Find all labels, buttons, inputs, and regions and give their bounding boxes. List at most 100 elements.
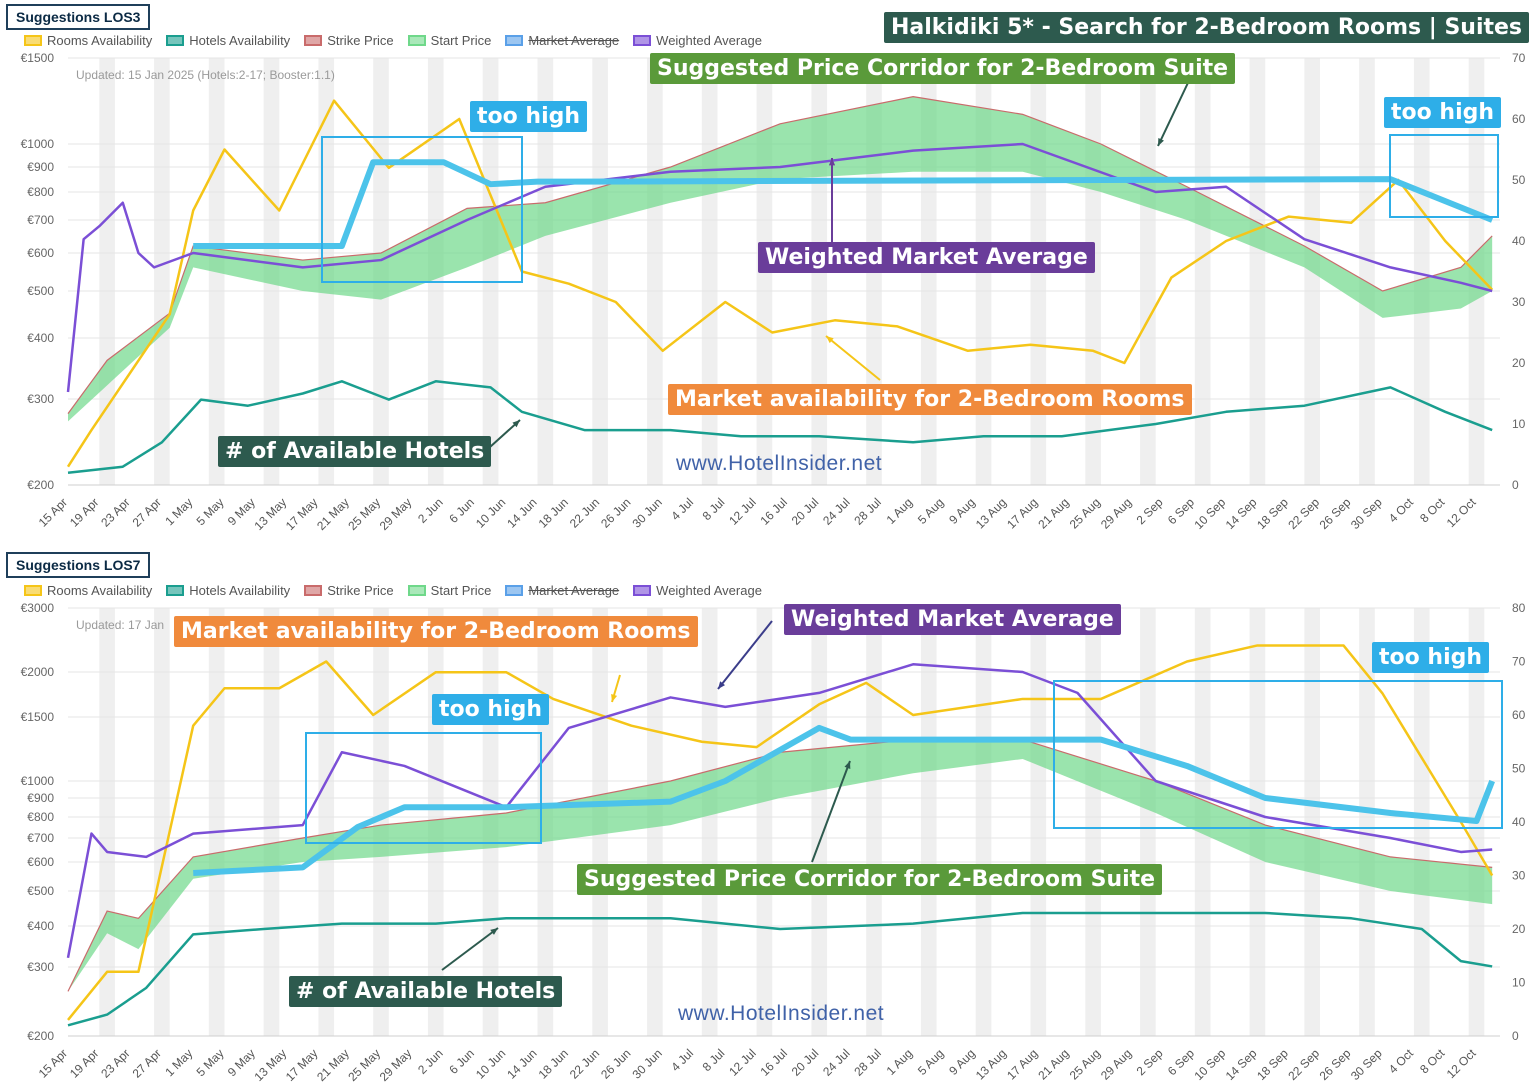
x-tick-label: 19 Apr	[67, 495, 101, 529]
callout-arrowhead	[611, 694, 618, 702]
legend-label: Rooms Availability	[47, 33, 153, 48]
x-tick-label: 30 Sep	[1348, 1046, 1385, 1083]
x-tick-label: 21 May	[314, 1046, 352, 1084]
legend-swatch	[407, 585, 426, 596]
x-tick-label: 25 May	[345, 1046, 383, 1084]
weekend-band	[866, 608, 882, 1036]
legend-item[interactable]: Strike Price	[304, 33, 394, 48]
legend-label: Weighted Average	[656, 33, 762, 48]
callout-weighted-market-los7: Weighted Market Average	[784, 604, 1121, 635]
legend-label: Market Average	[528, 583, 620, 598]
legend-item[interactable]: Weighted Average	[633, 583, 762, 598]
callout-too-high-los7-a: too high	[432, 694, 550, 725]
y-right-tick-label: 40	[1512, 234, 1526, 248]
y-right-tick-label: 20	[1512, 922, 1526, 936]
y-right-tick-label: 30	[1512, 295, 1526, 309]
weekend-band	[537, 58, 554, 485]
legend-item[interactable]: Strike Price	[304, 583, 394, 598]
legend-label: Start Price	[430, 583, 492, 598]
weekend-band	[811, 608, 828, 1036]
x-tick-label: 10 Sep	[1191, 1046, 1228, 1083]
weighted-average-line	[66, 142, 1493, 393]
legend-label: Rooms Availability	[47, 583, 153, 598]
callout-market-availability-los7: Market availability for 2-Bedroom Rooms	[174, 616, 698, 647]
chart-panel-los3: €1500 €1000 €900 €800 €700 €600 €500 €400 €300 €2…	[0, 0, 1531, 545]
legend-label: Start Price	[430, 33, 492, 48]
x-tick-label: 13 May	[251, 1046, 289, 1084]
x-tick-label: 4 Jul	[668, 1046, 696, 1074]
x-tick-label: 10 Jun	[473, 495, 508, 530]
legend-swatch	[633, 585, 652, 596]
x-tick-label: 22 Sep	[1285, 1046, 1322, 1083]
callout-arrow	[441, 927, 499, 971]
too-high-frame	[1389, 134, 1499, 218]
legend-swatch	[304, 35, 323, 46]
legend-item[interactable]: Start Price	[407, 33, 492, 48]
y-right-tick-label: 50	[1512, 173, 1526, 187]
x-tick-label: 19 Apr	[67, 1046, 101, 1080]
callout-too-high-los7-b: too high	[1372, 642, 1490, 673]
legend-item[interactable]: Hotels Availability	[166, 33, 290, 48]
y-right-tick-label: 60	[1512, 708, 1526, 722]
callout-arrowhead	[844, 761, 851, 769]
x-tick-label: 18 Sep	[1254, 495, 1291, 532]
x-tick-label: 12 Jul	[726, 495, 759, 528]
weekend-band	[920, 608, 937, 1036]
legend-item[interactable]: Hotels Availability	[166, 583, 290, 598]
x-tick-label: 10 Jun	[473, 1046, 508, 1081]
weighted-average-line	[66, 663, 1493, 959]
y-left-tick-label: €900	[27, 160, 54, 174]
suggested-price-line	[193, 724, 1495, 876]
callout-too-high-los3-a: too high	[470, 101, 588, 132]
x-tick-label: 1 May	[162, 495, 195, 528]
legend-item[interactable]: Start Price	[407, 583, 492, 598]
legend-item[interactable]: Rooms Availability	[24, 583, 152, 598]
x-tick-label: 8 Jul	[700, 495, 728, 523]
legend-item[interactable]: Weighted Average	[633, 33, 762, 48]
x-tick-label: 23 Apr	[98, 495, 132, 529]
x-tick-label: 24 Jul	[820, 1046, 853, 1079]
legend-item[interactable]: Rooms Availability	[24, 33, 152, 48]
x-tick-label: 29 May	[377, 1046, 415, 1084]
x-tick-label: 26 Sep	[1317, 495, 1354, 532]
y-right-tick-label: 20	[1512, 356, 1526, 370]
x-tick-label: 1 Aug	[884, 495, 916, 527]
legend-item[interactable]: Market Average	[505, 583, 619, 598]
weekend-band	[975, 608, 992, 1036]
x-tick-label: 1 Aug	[884, 1046, 916, 1078]
weekend-band	[1359, 608, 1375, 1036]
watermark-los3: www.HotelInsider.net	[676, 452, 883, 475]
callout-arrowhead	[512, 420, 520, 428]
y-right-tick-label: 70	[1512, 655, 1526, 669]
callout-arrowhead	[826, 336, 834, 344]
weekend-band	[1140, 608, 1156, 1036]
y-left-tick-label: €500	[27, 284, 54, 298]
x-tick-label: 29 May	[377, 495, 415, 533]
x-tick-label: 25 Aug	[1067, 1046, 1103, 1082]
y-left-tick-label: €600	[27, 246, 54, 260]
x-tick-label: 20 Jul	[789, 1046, 822, 1079]
x-tick-label: 8 Jul	[700, 1046, 728, 1074]
y-right-tick-label: 30	[1512, 869, 1526, 883]
x-tick-label: 12 Oct	[1444, 495, 1479, 530]
y-left-tick-label: €3000	[21, 601, 55, 615]
x-tick-label: 15 Apr	[36, 1046, 70, 1080]
y-left-tick-label: €2000	[21, 665, 55, 679]
weekend-band	[99, 58, 115, 485]
x-tick-label: 13 Aug	[973, 495, 1009, 531]
callout-arrowhead	[718, 681, 726, 689]
callout-too-high-los3-b: too high	[1384, 97, 1502, 128]
legend-label: Strike Price	[327, 33, 394, 48]
y-right-tick-label: 10	[1512, 417, 1526, 431]
callout-arrowhead	[490, 928, 498, 935]
updated-note-los7: Updated: 17 Jan	[76, 618, 165, 632]
callout-arrowhead	[828, 158, 836, 166]
x-tick-label: 2 Sep	[1134, 495, 1166, 527]
x-tick-label: 28 Jul	[851, 495, 884, 528]
x-tick-label: 22 Jun	[567, 1046, 602, 1081]
x-tick-label: 25 Aug	[1067, 495, 1103, 531]
x-tick-label: 26 Jun	[598, 1046, 633, 1081]
callout-available-hotels-los3: # of Available Hotels	[218, 436, 492, 467]
legend-item[interactable]: Market Average	[505, 33, 619, 48]
legend-los7: Rooms Availability Hotels Availability Str…	[24, 583, 762, 598]
